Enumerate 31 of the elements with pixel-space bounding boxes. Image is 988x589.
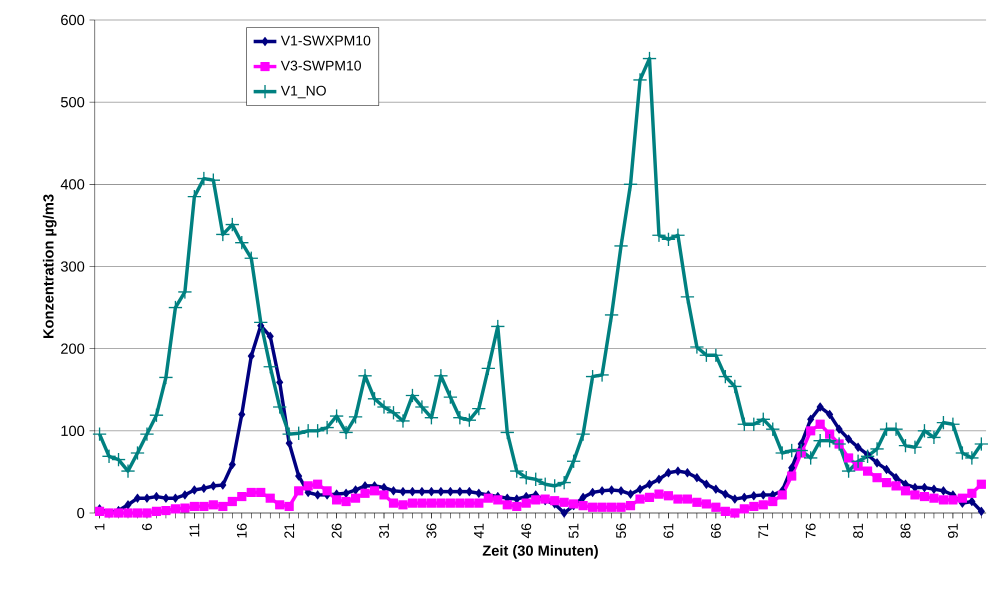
x-tick-label: 41 [474, 524, 484, 538]
x-tick-label: 76 [806, 524, 816, 538]
legend-label: V1-SWXPM10 [280, 36, 370, 46]
y-tick-label: 400 [60, 179, 84, 190]
y-tick-label: 300 [60, 261, 84, 272]
y-tick-label: 200 [61, 344, 84, 354]
x-tick-label: 26 [332, 524, 342, 538]
x-tick-label: 61 [664, 524, 674, 538]
x-tick-label: 81 [853, 524, 864, 538]
x-tick-label: 1 [94, 524, 104, 530]
x-tick-label: 36 [426, 524, 436, 538]
y-tick-label: 500 [60, 97, 84, 108]
x-tick-label: 46 [521, 524, 532, 538]
y-tick-label: 0 [77, 508, 84, 518]
legend-label: V3-SWPM10 [280, 60, 361, 71]
x-tick-label: 31 [379, 524, 389, 538]
x-tick-label: 21 [284, 524, 294, 538]
y-tick-label: 100 [61, 426, 84, 436]
y-tick-label: 600 [61, 14, 84, 26]
x-axis-title: Zeit (30 Minuten) [482, 545, 598, 559]
legend-label: V1_NO [280, 86, 326, 98]
x-tick-label: 91 [948, 524, 958, 538]
x-tick-label: 71 [758, 524, 768, 538]
x-tick-label: 86 [900, 524, 910, 538]
y-axis-title: Konzentration µg/m3 [42, 194, 57, 338]
x-tick-label: 16 [236, 524, 247, 538]
x-tick-label: 56 [616, 524, 626, 538]
x-tick-label: 66 [710, 524, 721, 538]
x-tick-label: 6 [142, 524, 152, 530]
x-tick-label: 11 [190, 524, 200, 537]
x-tick-label: 51 [568, 524, 579, 538]
